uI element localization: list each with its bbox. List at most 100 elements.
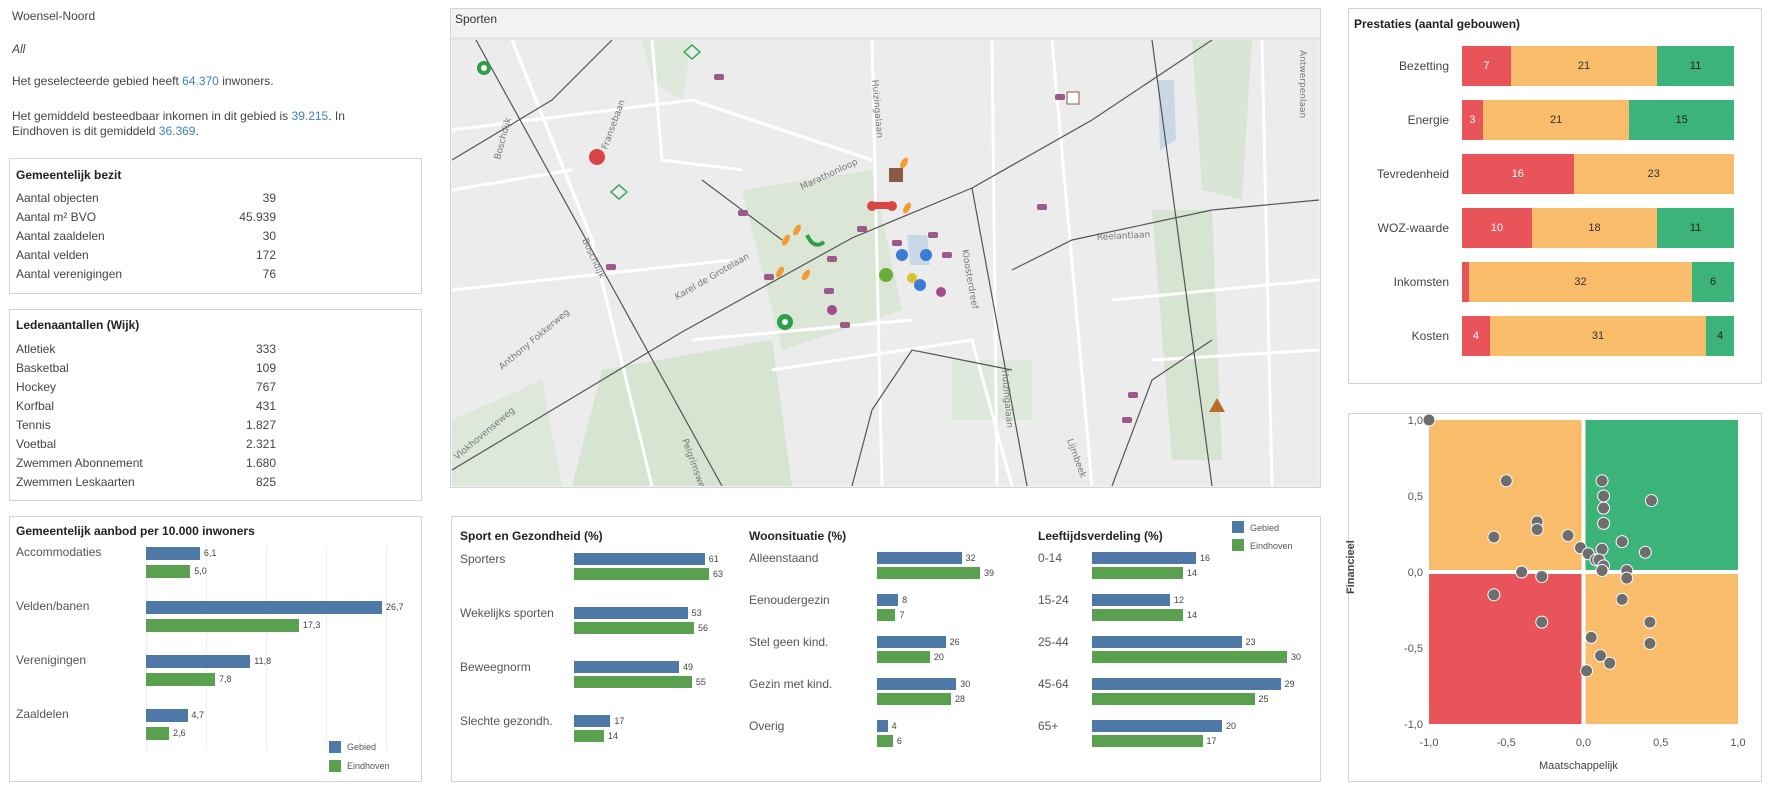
woon-bar-eindhoven[interactable] — [877, 735, 893, 747]
scatter-y-tick: 1,0 — [1408, 415, 1423, 427]
leeftijd-value-eindhoven: 17 — [1206, 736, 1217, 746]
scatter-point[interactable] — [1644, 494, 1658, 508]
scatter-point[interactable] — [1615, 592, 1629, 606]
sport-bar-eindhoven[interactable] — [574, 568, 709, 580]
aanbod-bar-gebied[interactable] — [146, 601, 382, 614]
sport-bar-gebied[interactable] — [574, 661, 679, 673]
scatter-x-tick: -1,0 — [1420, 737, 1439, 749]
prestaties-segment-red[interactable]: 16 — [1462, 154, 1574, 194]
aanbod-bar-eindhoven[interactable] — [146, 673, 215, 686]
scatter-point[interactable] — [1643, 615, 1657, 629]
sport-bar-eindhoven[interactable] — [574, 622, 694, 634]
scatter-point[interactable] — [1535, 615, 1549, 629]
scatter-point[interactable] — [1584, 630, 1598, 644]
prestaties-segment-orange[interactable]: 21 — [1482, 100, 1630, 140]
scatter-point[interactable] — [1561, 529, 1575, 543]
woon-bar-gebied[interactable] — [877, 636, 946, 648]
scatter-point[interactable] — [1595, 542, 1609, 556]
scatter-point[interactable] — [1597, 516, 1611, 530]
scatter-point[interactable] — [1643, 636, 1657, 650]
woon-bar-eindhoven[interactable] — [877, 567, 980, 579]
prestaties-segment-green[interactable]: 15 — [1629, 100, 1734, 140]
prestaties-segment-red[interactable]: 7 — [1462, 46, 1511, 86]
scatter-point[interactable] — [1597, 501, 1611, 515]
aanbod-gridline — [326, 545, 327, 750]
scatter-y-tick: -1,0 — [1404, 719, 1423, 731]
prestaties-segment-orange[interactable]: 21 — [1510, 46, 1658, 86]
leeftijd-value-gebied: 12 — [1174, 595, 1185, 605]
leeftijd-bar-eindhoven[interactable] — [1092, 567, 1183, 579]
woon-bar-gebied[interactable] — [877, 552, 962, 564]
scatter-point[interactable] — [1487, 588, 1501, 602]
woon-bar-eindhoven[interactable] — [877, 693, 951, 705]
scatter-point[interactable] — [1487, 530, 1501, 544]
leeftijd-bar-gebied[interactable] — [1092, 594, 1170, 606]
leeftijd-bar-gebied[interactable] — [1092, 678, 1281, 690]
woon-bar-eindhoven[interactable] — [877, 651, 930, 663]
prestaties-segment-green[interactable]: 11 — [1657, 208, 1734, 248]
aanbod-bar-eindhoven[interactable] — [146, 565, 191, 578]
health-legend-gebied-label: Gebied — [1250, 523, 1280, 533]
sport-bar-gebied[interactable] — [574, 607, 688, 619]
leeftijd-bar-eindhoven[interactable] — [1092, 651, 1287, 663]
aanbod-bar-gebied[interactable] — [146, 655, 251, 668]
prestaties-segment-orange[interactable]: 31 — [1489, 316, 1707, 356]
scatter-point[interactable] — [1595, 563, 1609, 577]
prestaties-segment-green[interactable]: 11 — [1657, 46, 1734, 86]
scatter-point[interactable] — [1515, 565, 1529, 579]
area-title: Woensel-Noord — [12, 9, 96, 23]
filter-value: All — [12, 42, 26, 56]
map-svg[interactable]: Fransebaan Boschdijk Marathonloop Huizin… — [452, 40, 1319, 486]
sport-bar-gebied[interactable] — [574, 553, 705, 565]
prestaties-segment-green[interactable]: 4 — [1706, 316, 1734, 356]
aanbod-gridline — [146, 545, 147, 750]
scatter-point[interactable] — [1422, 413, 1436, 427]
population-post: inwoners. — [222, 74, 274, 88]
woon-bar-gebied[interactable] — [877, 594, 899, 606]
scatter-point[interactable] — [1620, 571, 1634, 585]
leeftijd-bar-gebied[interactable] — [1092, 636, 1242, 648]
prestaties-segment-red[interactable]: 3 — [1462, 100, 1483, 140]
scatter-point[interactable] — [1638, 545, 1652, 559]
prestaties-segment-red[interactable]: 4 — [1462, 316, 1490, 356]
aanbod-bar-gebied[interactable] — [146, 709, 188, 722]
aanbod-bar-eindhoven[interactable] — [146, 727, 169, 740]
woon-bar-gebied[interactable] — [877, 720, 888, 732]
scatter-point[interactable] — [1615, 535, 1629, 549]
leden-row-label: Zwemmen Leskaarten — [16, 475, 135, 489]
prestaties-segment-orange[interactable]: 18 — [1531, 208, 1658, 248]
scatter-point[interactable] — [1597, 489, 1611, 503]
prestaties-segment-red[interactable]: 10 — [1462, 208, 1532, 248]
woon-bar-gebied[interactable] — [877, 678, 957, 690]
scatter-point[interactable] — [1603, 656, 1617, 670]
aanbod-bar-eindhoven[interactable] — [146, 619, 299, 632]
scatter-point[interactable] — [1593, 649, 1607, 663]
scatter-point[interactable] — [1530, 522, 1544, 536]
sport-bar-eindhoven[interactable] — [574, 730, 604, 742]
leden-row-label: Basketbal — [16, 361, 69, 375]
leeftijd-bar-eindhoven[interactable] — [1092, 693, 1255, 705]
scatter-point[interactable] — [1535, 570, 1549, 584]
legend-gebied-label: Gebied — [347, 742, 377, 752]
scatter-point[interactable] — [1580, 664, 1594, 678]
scatter-chart[interactable]: -1,0 -0,5 0,0 0,5 1,0 1,0 0,5 0,0 -0,5 -1,0 — [1349, 413, 1761, 781]
aanbod-category-label: Velden/banen — [16, 599, 90, 613]
population-pre: Het geselecteerde gebied heeft — [12, 74, 179, 88]
sport-bar-gebied[interactable] — [574, 715, 611, 727]
woon-bar-eindhoven[interactable] — [877, 609, 896, 621]
leeftijd-value-gebied: 20 — [1226, 721, 1237, 731]
map-canvas[interactable]: Fransebaan Boschdijk Marathonloop Huizin… — [452, 40, 1319, 486]
leeftijd-bar-gebied[interactable] — [1092, 552, 1196, 564]
scatter-y-tick: -0,5 — [1404, 643, 1423, 655]
prestaties-segment-green[interactable]: 6 — [1692, 262, 1734, 302]
scatter-point[interactable] — [1499, 474, 1513, 488]
prestaties-segment-red[interactable]: 1 — [1462, 262, 1469, 302]
prestaties-segment-orange[interactable]: 23 — [1573, 154, 1734, 194]
leeftijd-bar-eindhoven[interactable] — [1092, 609, 1183, 621]
leeftijd-bar-eindhoven[interactable] — [1092, 735, 1203, 747]
scatter-point[interactable] — [1595, 474, 1609, 488]
leeftijd-bar-gebied[interactable] — [1092, 720, 1222, 732]
sport-bar-eindhoven[interactable] — [574, 676, 692, 688]
prestaties-segment-orange[interactable]: 32 — [1468, 262, 1693, 302]
aanbod-bar-gebied[interactable] — [146, 547, 200, 560]
